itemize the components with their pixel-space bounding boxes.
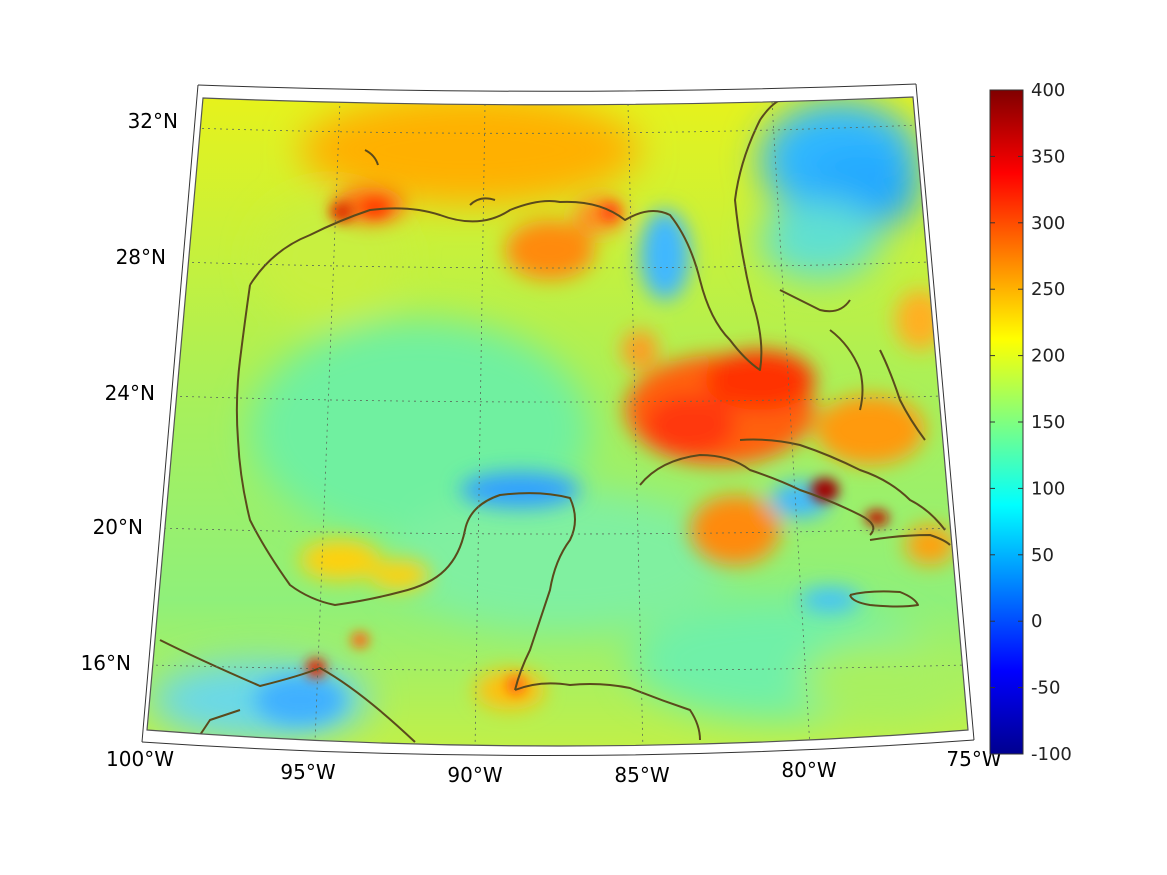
colorbar-tick-label: -50 <box>1031 678 1060 699</box>
colorbar-tick-label: 250 <box>1031 279 1065 300</box>
lon-label-85: 85°W <box>614 763 669 787</box>
lat-label-32: 32°N <box>128 109 178 133</box>
colorbar-tick-label: 200 <box>1031 346 1065 367</box>
longitude-labels: 100°W 95°W 90°W 85°W 80°W 75°W <box>106 747 1002 787</box>
coastlines <box>159 99 951 743</box>
colorbar-tick-label: 100 <box>1031 478 1065 499</box>
colorbar-tick-label: -100 <box>1031 744 1072 765</box>
lon-label-80: 80°W <box>781 758 836 782</box>
graticule <box>149 99 967 746</box>
lon-label-95: 95°W <box>280 760 335 784</box>
map-frame <box>141 83 975 757</box>
latitude-labels: 32°N 28°N 24°N 20°N 16°N <box>81 109 178 675</box>
colorbar-tick-label: 0 <box>1031 611 1042 632</box>
colorbar-ticks: 400 350 300 250 200 150 100 50 0 -50 -100 <box>990 80 1072 765</box>
lon-label-100: 100°W <box>106 747 174 771</box>
lat-label-20: 20°N <box>93 515 143 539</box>
lat-label-28: 28°N <box>116 245 166 269</box>
colorbar-tick-label: 400 <box>1031 80 1065 101</box>
colorbar: 400 350 300 250 200 150 100 50 0 -50 -100 <box>989 80 1072 765</box>
lat-label-16: 16°N <box>81 651 131 675</box>
colorbar-tick-label: 150 <box>1031 412 1065 433</box>
lon-label-90: 90°W <box>447 763 502 787</box>
colorbar-tick-label: 350 <box>1031 146 1065 167</box>
colorbar-tick-label: 300 <box>1031 213 1065 234</box>
colorbar-gradient <box>989 89 1024 755</box>
lat-label-24: 24°N <box>105 381 155 405</box>
colorbar-tick-label: 50 <box>1031 545 1054 566</box>
data-field <box>147 97 968 746</box>
